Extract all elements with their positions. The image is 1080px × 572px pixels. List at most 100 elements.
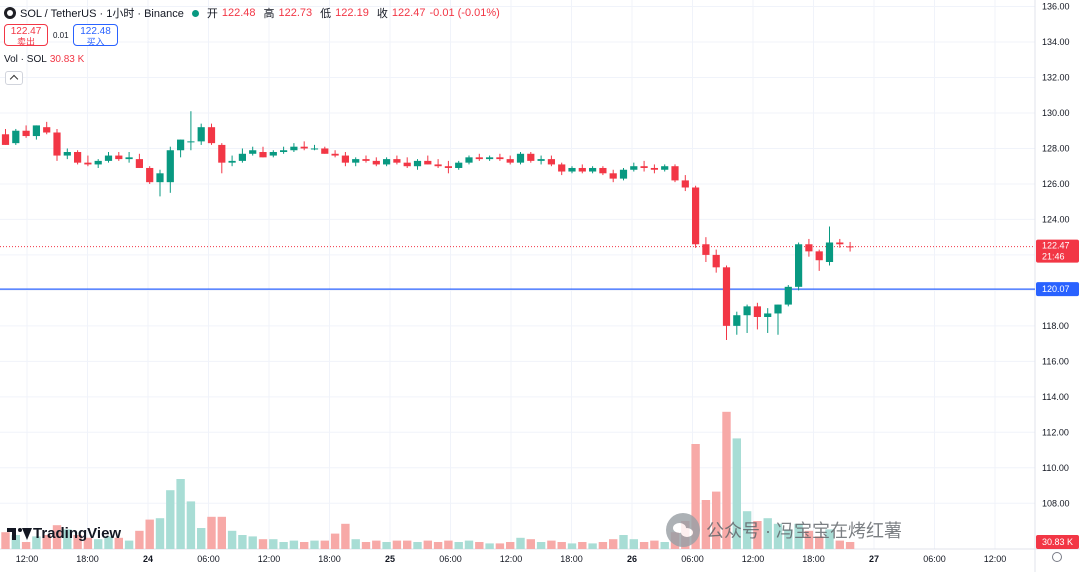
y-tick-label: 132.00: [1042, 73, 1070, 83]
high-label: 高: [263, 8, 275, 20]
x-tick-label: 24: [143, 554, 153, 564]
candle-body: [619, 169, 628, 179]
candle-body: [568, 167, 576, 172]
x-tick-label: 25: [385, 554, 395, 564]
volume-bar: [166, 490, 175, 549]
y-tick-label: 126.00: [1042, 179, 1070, 189]
candle-body: [84, 162, 92, 165]
volume-bar: [104, 536, 113, 549]
gear-icon[interactable]: [1052, 552, 1062, 562]
spread-value: 0.01: [53, 31, 69, 40]
last-price-label-box: [1036, 239, 1079, 263]
volume-bar: [1, 532, 10, 549]
candle-body: [372, 160, 380, 165]
candle-body: [650, 167, 658, 170]
volume-bar: [300, 542, 309, 549]
candle-body: [836, 242, 844, 245]
candle-body: [825, 242, 834, 262]
candle-body: [753, 306, 761, 317]
buy-button[interactable]: 122.48 买入: [73, 24, 118, 47]
tradingview-logo[interactable]: TradingView: [7, 525, 121, 542]
volume-bar: [578, 542, 587, 549]
volume-bar: [557, 542, 566, 549]
volume-bar: [135, 530, 144, 549]
candle-body: [516, 153, 525, 163]
candle-body: [547, 159, 555, 165]
candle-body: [393, 159, 401, 163]
volume-bar: [155, 518, 165, 549]
candle-body: [413, 160, 422, 167]
candle-body: [506, 159, 514, 163]
x-tick-label: 06:00: [197, 554, 220, 564]
volume-bar: [433, 542, 443, 549]
candle-body: [290, 146, 298, 151]
volume-bar: [845, 542, 855, 549]
y-tick-label: 112.00: [1042, 427, 1069, 437]
sell-label: 卖出: [16, 37, 35, 47]
volume-bar: [660, 542, 669, 549]
candle-body: [238, 153, 246, 161]
candle-body: [640, 166, 648, 168]
volume-bar: [114, 537, 123, 549]
x-tick-label: 12:00: [16, 554, 39, 564]
candle-body: [527, 153, 535, 161]
close-value: 122.47: [391, 7, 426, 19]
tradingview-wordmark: TradingView: [33, 525, 122, 542]
candle-body: [733, 315, 741, 326]
volume-bar: [567, 543, 577, 549]
candle-body: [218, 144, 226, 163]
y-tick-label: 134.00: [1042, 37, 1070, 47]
candle-body: [300, 146, 308, 149]
symbol-title[interactable]: SOL / TetherUS · 1小时 · Binance: [20, 8, 184, 20]
volume-label: Vol · SOL: [4, 54, 47, 65]
volume-bar: [701, 500, 711, 549]
candle-body: [558, 164, 566, 172]
candle-body: [321, 148, 329, 154]
change-value: -0.01 (-0.01%): [429, 7, 500, 19]
candle-body: [259, 152, 267, 158]
candle-body: [187, 141, 195, 143]
volume-bar: [639, 542, 649, 549]
collapse-legend-button[interactable]: [5, 71, 23, 85]
sell-button[interactable]: 122.47 卖出: [4, 24, 48, 47]
candle-body: [815, 251, 823, 261]
candle-body: [1, 134, 10, 145]
volume-bar: [650, 540, 659, 549]
candle-body: [692, 187, 700, 245]
volume-bar: [11, 535, 20, 549]
candle-body: [774, 304, 782, 314]
close-label: 收: [376, 8, 388, 20]
candle-body: [32, 125, 40, 137]
volume-bar: [742, 511, 752, 549]
x-tick-label: 18:00: [802, 554, 825, 564]
volume-bar: [351, 539, 360, 549]
volume-bar: [63, 529, 72, 549]
candle-body: [146, 167, 154, 183]
y-tick-label: 114.00: [1042, 392, 1069, 402]
candle-body: [486, 157, 494, 160]
volume-value: 30.83 K: [49, 54, 85, 65]
volume-bar: [835, 540, 844, 549]
volume-bar: [248, 536, 257, 549]
volume-bar: [207, 516, 216, 549]
volume-bar: [320, 540, 329, 549]
volume-bar: [547, 540, 556, 549]
volume-bar: [197, 528, 206, 549]
candle-body: [362, 159, 370, 161]
volume-bar: [52, 525, 62, 549]
volume-bar: [506, 542, 515, 549]
volume-bar: [619, 535, 628, 549]
volume-bar: [310, 540, 319, 549]
volume-bar: [485, 543, 494, 549]
volume-bar: [794, 523, 803, 549]
volume-label-box: [1036, 535, 1079, 549]
candle-body: [53, 132, 61, 156]
volume-bar: [279, 542, 288, 549]
volume-legend: Vol · SOL 30.83 K: [4, 54, 84, 65]
candle-body: [475, 157, 483, 160]
candle-body: [135, 159, 143, 168]
candle-body: [455, 162, 463, 168]
volume-bar: [73, 535, 82, 549]
volume-bar: [598, 542, 608, 549]
